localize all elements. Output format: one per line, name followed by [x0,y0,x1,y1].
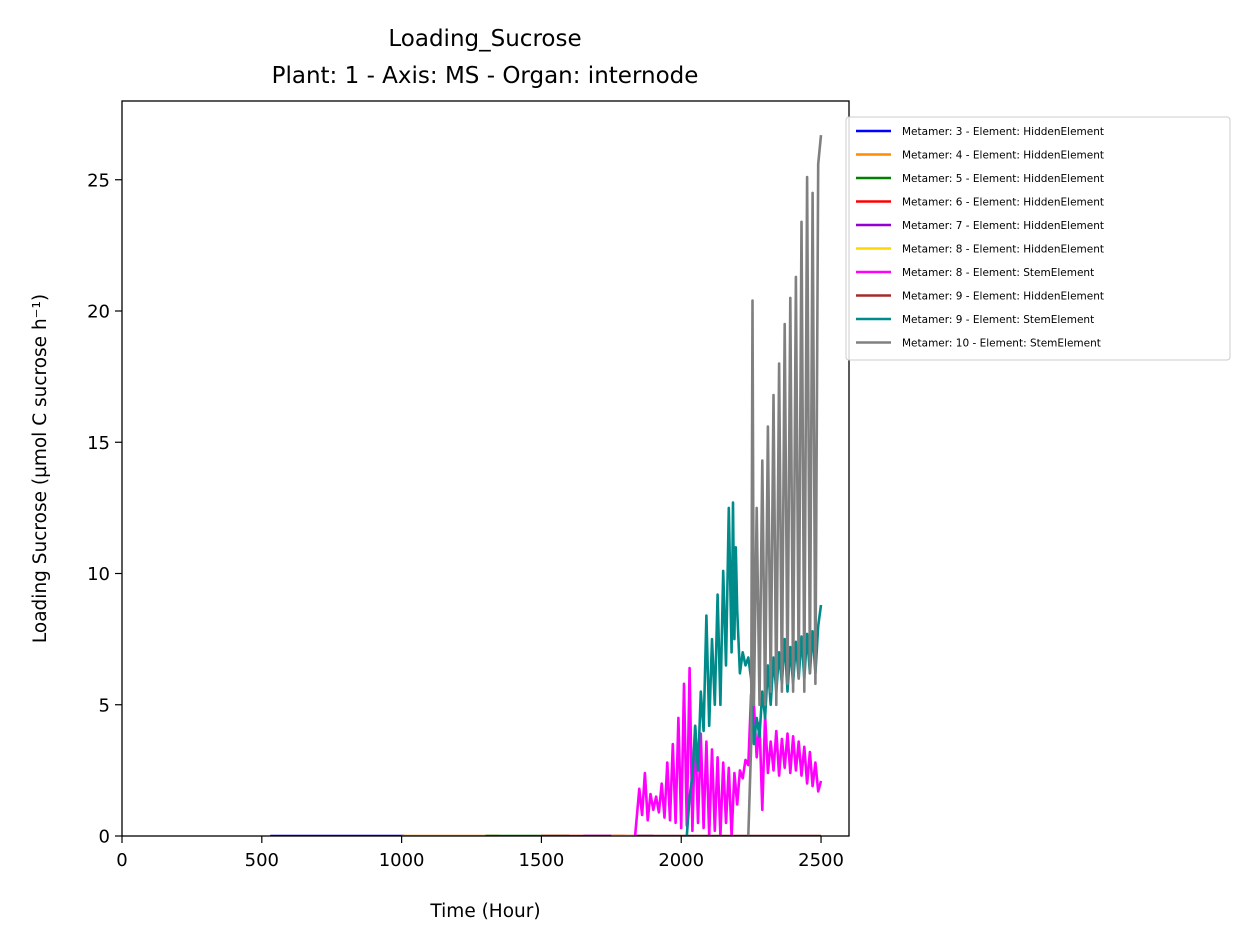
x-tick-label: 0 [116,850,127,871]
x-tick-label: 1500 [519,850,565,871]
series-layer [270,134,823,836]
x-tick-label: 2500 [798,850,844,871]
legend-label: Metamer: 6 - Element: HiddenElement [902,197,1104,209]
legend: Metamer: 3 - Element: HiddenElement Metam… [845,116,1231,361]
legend-label: Metamer: 9 - Element: StemElement [902,314,1094,326]
legend-box [845,116,1231,361]
series-line-7 [633,666,823,836]
legend-label: Metamer: 5 - Element: HiddenElement [902,173,1104,185]
legend-label: Metamer: 8 - Element: HiddenElement [902,244,1104,256]
plot-area [121,100,850,837]
y-tick-label: 15 [87,433,110,454]
legend-label: Metamer: 9 - Element: HiddenElement [902,291,1104,303]
x-tick-label: 500 [245,850,279,871]
x-axis-label: Time (Hour) [429,901,540,922]
chart-subtitle: Plant: 1 - Axis: MS - Organ: internode [272,63,699,89]
legend-label: Metamer: 3 - Element: HiddenElement [902,126,1104,138]
x-axis: 0 500 1000 1500 2000 2500 [116,836,844,871]
legend-label: Metamer: 8 - Element: StemElement [902,267,1094,279]
y-tick-label: 25 [87,170,110,191]
legend-label: Metamer: 10 - Element: StemElement [902,338,1101,350]
y-tick-label: 5 [99,695,110,716]
y-axis: 0 5 10 15 20 25 [87,170,122,848]
y-tick-label: 10 [87,564,110,585]
x-tick-label: 2000 [658,850,704,871]
legend-label: Metamer: 7 - Element: HiddenElement [902,220,1104,232]
chart-title: Loading_Sucrose [388,26,581,52]
plot-frame [121,100,850,837]
series-line-10 [747,134,823,836]
y-tick-label: 0 [99,827,110,848]
y-tick-label: 20 [87,302,110,323]
y-axis-label: Loading Sucrose (µmol C sucrose h⁻¹) [30,294,51,643]
legend-label: Metamer: 4 - Element: HiddenElement [902,150,1104,162]
x-tick-label: 1000 [379,850,425,871]
